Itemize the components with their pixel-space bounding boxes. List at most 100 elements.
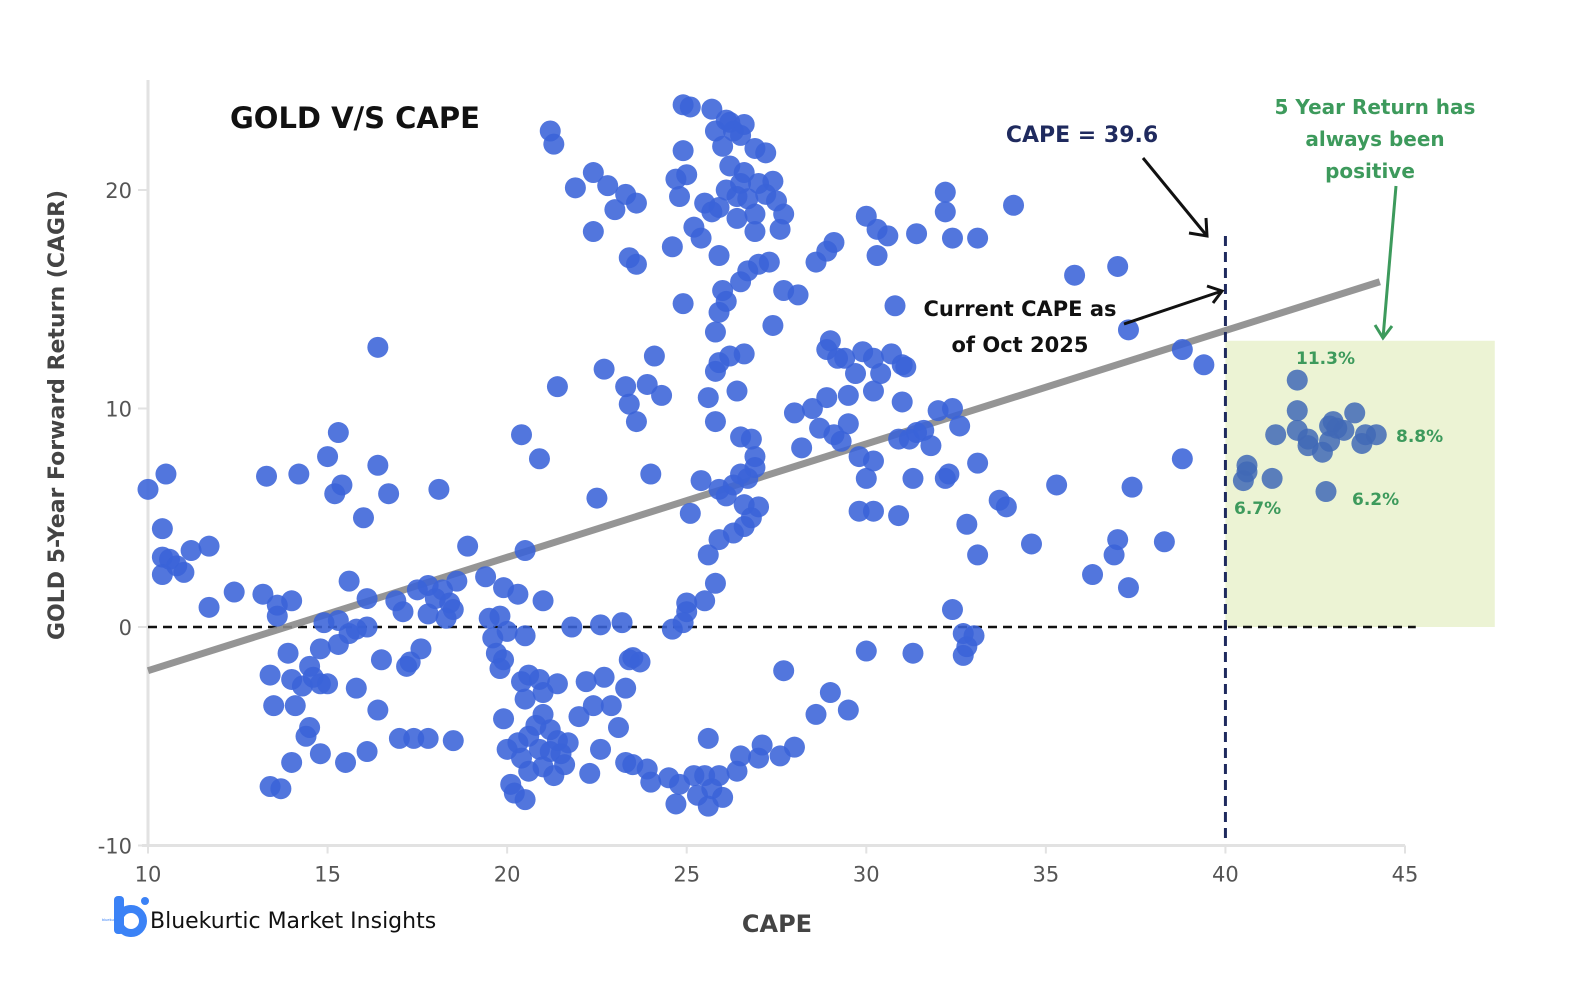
- data-point: [733, 113, 755, 135]
- data-point: [697, 387, 719, 409]
- current-cape-note-line1: Current CAPE as: [924, 297, 1117, 321]
- positive-note-line2: always been: [1305, 127, 1444, 151]
- data-point: [956, 513, 978, 535]
- data-point: [367, 699, 389, 721]
- x-tick-label: 35: [1032, 863, 1059, 887]
- data-point: [895, 356, 917, 378]
- data-point: [791, 437, 813, 459]
- data-point: [697, 544, 719, 566]
- data-point: [726, 207, 748, 229]
- data-point: [327, 422, 349, 444]
- positive-note-line1: 5 Year Return has: [1275, 95, 1476, 119]
- data-point: [902, 467, 924, 489]
- data-point: [855, 640, 877, 662]
- points-historical: [137, 94, 1215, 817]
- data-point: [223, 581, 245, 603]
- data-point: [949, 415, 971, 437]
- data-point-highlight: [1265, 424, 1287, 446]
- data-point: [712, 135, 734, 157]
- data-point: [906, 223, 928, 245]
- logo-mark-bowl: [115, 905, 147, 937]
- data-point: [1020, 533, 1042, 555]
- data-point: [309, 638, 331, 660]
- data-point: [704, 411, 726, 433]
- data-point: [281, 590, 303, 612]
- data-point: [625, 192, 647, 214]
- data-point: [295, 725, 317, 747]
- data-point: [457, 535, 479, 557]
- data-point: [733, 343, 755, 365]
- data-point: [665, 793, 687, 815]
- data-point: [582, 695, 604, 717]
- data-point: [543, 133, 565, 155]
- data-point: [744, 221, 766, 243]
- y-ticks: -10 0 10 20: [98, 179, 148, 859]
- data-point: [819, 682, 841, 704]
- data-point: [546, 376, 568, 398]
- data-point: [511, 424, 533, 446]
- data-point: [378, 483, 400, 505]
- data-point: [672, 140, 694, 162]
- arrow-icon: [1141, 157, 1209, 238]
- data-point: [579, 762, 601, 784]
- data-point: [590, 614, 612, 636]
- data-point: [1121, 476, 1143, 498]
- data-point: [934, 181, 956, 203]
- data-point: [672, 612, 694, 634]
- data-point: [403, 727, 425, 749]
- data-point: [489, 658, 511, 680]
- data-point: [356, 741, 378, 763]
- data-point: [532, 590, 554, 612]
- data-point: [834, 347, 856, 369]
- data-point: [417, 603, 439, 625]
- data-point: [288, 463, 310, 485]
- data-point: [561, 616, 583, 638]
- data-point: [643, 345, 665, 367]
- data-point: [704, 572, 726, 594]
- data-point: [783, 402, 805, 424]
- data-point: [367, 454, 389, 476]
- data-point: [877, 225, 899, 247]
- data-point: [967, 452, 989, 474]
- data-point-highlight: [1286, 400, 1308, 422]
- data-point: [151, 564, 173, 586]
- data-point: [708, 529, 730, 551]
- data-point: [611, 612, 633, 634]
- data-point: [593, 666, 615, 688]
- data-point: [604, 199, 626, 221]
- data-point: [496, 620, 518, 642]
- data-point: [317, 446, 339, 468]
- data-point: [281, 751, 303, 773]
- data-point: [475, 566, 497, 588]
- data-point: [694, 590, 716, 612]
- data-point: [762, 314, 784, 336]
- data-point: [697, 727, 719, 749]
- data-point: [575, 671, 597, 693]
- y-tick-label: 0: [119, 616, 132, 640]
- data-point: [263, 695, 285, 717]
- x-tick-label: 10: [135, 863, 162, 887]
- data-point: [704, 360, 726, 382]
- data-point: [514, 540, 536, 562]
- data-point: [755, 183, 777, 205]
- current-cape-note-line2: of Oct 2025: [952, 333, 1089, 357]
- data-point: [837, 699, 859, 721]
- data-point: [679, 502, 701, 524]
- data-point: [938, 463, 960, 485]
- data-point: [546, 673, 568, 695]
- data-point: [1064, 264, 1086, 286]
- data-point: [345, 677, 367, 699]
- points-cape-above-40: [1232, 369, 1387, 503]
- data-point: [819, 330, 841, 352]
- brand-name: Bluekurtic Market Insights: [150, 909, 436, 934]
- data-point: [442, 599, 464, 621]
- data-point: [952, 644, 974, 666]
- data-point-highlight: [1365, 424, 1387, 446]
- data-point-highlight: [1286, 369, 1308, 391]
- data-point: [787, 284, 809, 306]
- data-point: [805, 703, 827, 725]
- logo-mark-dot: [141, 897, 149, 905]
- data-point: [356, 616, 378, 638]
- data-point: [392, 601, 414, 623]
- data-point: [600, 695, 622, 717]
